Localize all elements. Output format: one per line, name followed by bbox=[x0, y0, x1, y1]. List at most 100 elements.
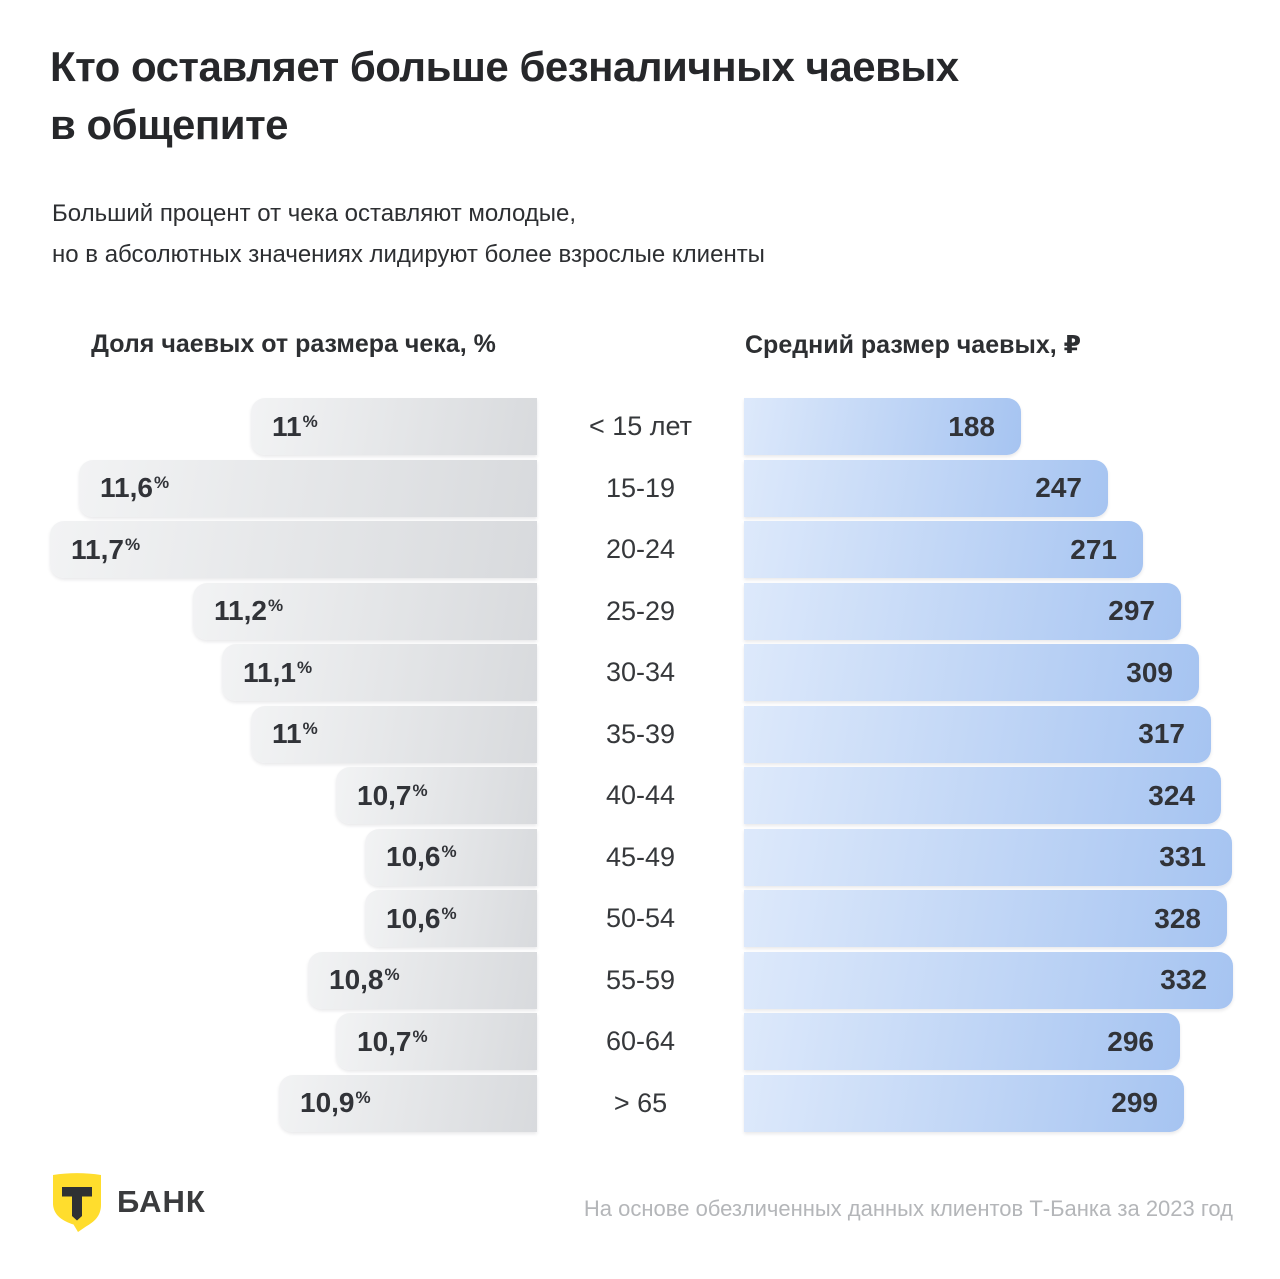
avg-tip-value: 309 bbox=[1126, 656, 1173, 688]
tip-share-cell: 11,1% bbox=[50, 644, 537, 701]
age-label: < 15 лет bbox=[588, 411, 693, 441]
age-label: > 65 bbox=[613, 1087, 668, 1118]
avg-tip-value: 331 bbox=[1159, 841, 1206, 872]
avg-tip-bar: 324 bbox=[744, 767, 1221, 824]
tip-share-number: 11,2 bbox=[214, 595, 267, 626]
tip-share-value: 10,7% bbox=[357, 1026, 428, 1056]
tip-share-value: 10,7% bbox=[357, 779, 428, 811]
brand-name: БАНК bbox=[117, 1184, 206, 1219]
tip-share-number: 10,6 bbox=[386, 841, 441, 872]
source-note: На основе обезличенных данных клиентов Т… bbox=[583, 1196, 1233, 1221]
age-cell: 55-59 bbox=[537, 952, 744, 1009]
avg-tip-cell: 328 bbox=[744, 890, 1233, 947]
tip-share-value: 11% bbox=[272, 410, 318, 442]
tbank-shield-icon bbox=[53, 1173, 101, 1232]
chart-row: 11,6% 15-19 247 bbox=[50, 459, 1233, 517]
tip-share-number: 11 bbox=[272, 718, 302, 749]
tip-share-bar: 10,6% bbox=[365, 828, 537, 886]
tip-share-cell: 11% bbox=[50, 398, 537, 455]
tip-share-value: 10,6% bbox=[386, 843, 457, 871]
percent-sign: % bbox=[412, 780, 428, 800]
age-label: 55-59 bbox=[605, 964, 676, 995]
avg-tip-cell: 297 bbox=[744, 582, 1233, 640]
subtitle-line-2: но в абсолютных значениях лидируют более… bbox=[52, 241, 765, 268]
avg-tip-cell: 271 bbox=[744, 521, 1233, 578]
tip-share-number: 10,8 bbox=[329, 964, 384, 995]
age-label: 25-29 bbox=[605, 595, 676, 626]
tip-share-value: 11% bbox=[272, 720, 318, 748]
avg-tip-cell: 331 bbox=[744, 828, 1233, 886]
title-line-1: Кто оставляет больше безналичных чаевых bbox=[50, 43, 959, 90]
tip-share-bar: 11,2% bbox=[193, 582, 537, 640]
tip-share-number: 10,9 bbox=[300, 1087, 355, 1118]
percent-sign: % bbox=[267, 596, 284, 615]
age-label: 50-54 bbox=[605, 903, 676, 933]
age-label: 40-44 bbox=[605, 780, 676, 810]
chart-rows: 11% < 15 лет 188 11,6% 15-19 247 11,7% 20-24 271… bbox=[50, 398, 1233, 1132]
tip-share-value: 10,8% bbox=[329, 966, 400, 994]
right-chart-title: Средний размер чаевых, ₽ bbox=[745, 331, 1082, 359]
age-label: 15-19 bbox=[605, 472, 676, 503]
age-label: 30-34 bbox=[605, 657, 676, 687]
percent-sign: % bbox=[441, 903, 457, 923]
age-label: 60-64 bbox=[605, 1026, 676, 1056]
tip-share-cell: 10,9% bbox=[50, 1074, 537, 1132]
avg-tip-bar: 271 bbox=[744, 521, 1143, 578]
age-cell: 40-44 bbox=[537, 767, 744, 824]
tip-share-cell: 10,6% bbox=[50, 890, 537, 947]
tip-share-bar: 11% bbox=[251, 398, 537, 455]
age-cell: 45-49 bbox=[537, 829, 744, 886]
avg-tip-value: 271 bbox=[1070, 533, 1117, 565]
tip-share-value: 11,2% bbox=[214, 597, 283, 625]
tip-share-bar: 10,8% bbox=[308, 951, 537, 1009]
tip-share-number: 11,1 bbox=[243, 656, 296, 688]
avg-tip-value: 328 bbox=[1154, 902, 1201, 934]
age-cell: 15-19 bbox=[537, 460, 744, 517]
tip-share-cell: 11,2% bbox=[50, 582, 537, 640]
tip-share-cell: 11,7% bbox=[50, 521, 537, 578]
tip-share-bar: 10,7% bbox=[336, 767, 537, 824]
tip-share-cell: 11% bbox=[50, 705, 537, 763]
avg-tip-value: 299 bbox=[1111, 1087, 1158, 1118]
avg-tip-value: 324 bbox=[1148, 779, 1195, 811]
age-label: 20-24 bbox=[605, 534, 676, 564]
chart-row: 11,1% 30-34 309 bbox=[50, 644, 1233, 701]
tip-share-value: 10,9% bbox=[300, 1089, 371, 1117]
avg-tip-cell: 332 bbox=[744, 951, 1233, 1009]
chart-row: 10,7% 40-44 324 bbox=[50, 767, 1233, 824]
avg-tip-value: 188 bbox=[948, 410, 995, 442]
age-cell: 25-29 bbox=[537, 583, 744, 640]
avg-tip-cell: 324 bbox=[744, 767, 1233, 824]
tip-share-bar: 10,7% bbox=[336, 1013, 537, 1070]
chart-row: 10,8% 55-59 332 bbox=[50, 951, 1233, 1009]
tip-share-bar: 11% bbox=[251, 705, 537, 763]
age-cell: 20-24 bbox=[537, 521, 744, 578]
avg-tip-cell: 296 bbox=[744, 1013, 1233, 1070]
age-cell: 60-64 bbox=[537, 1013, 744, 1070]
age-cell: 35-39 bbox=[537, 706, 744, 763]
avg-tip-bar: 332 bbox=[744, 951, 1233, 1009]
tip-share-bar: 10,6% bbox=[365, 890, 537, 947]
tip-share-cell: 11,6% bbox=[50, 459, 537, 517]
tip-share-number: 11 bbox=[272, 410, 302, 442]
avg-tip-bar: 309 bbox=[744, 644, 1199, 701]
avg-tip-bar: 317 bbox=[744, 705, 1211, 763]
tip-share-number: 10,7 bbox=[357, 779, 412, 811]
avg-tip-bar: 297 bbox=[744, 582, 1181, 640]
percent-sign: % bbox=[302, 411, 318, 431]
tip-share-number: 10,6 bbox=[386, 902, 441, 934]
tip-share-value: 10,6% bbox=[386, 902, 457, 934]
avg-tip-bar: 247 bbox=[744, 459, 1108, 517]
tip-share-value: 11,6% bbox=[100, 474, 169, 502]
age-cell: < 15 лет bbox=[537, 398, 744, 455]
tip-share-cell: 10,7% bbox=[50, 1013, 537, 1070]
chart-row: 10,9% > 65 299 bbox=[50, 1074, 1233, 1132]
age-label: 35-39 bbox=[605, 718, 676, 749]
avg-tip-cell: 188 bbox=[744, 398, 1233, 455]
percent-sign: % bbox=[412, 1026, 428, 1046]
percent-sign: % bbox=[296, 657, 313, 677]
tip-share-value: 11,1% bbox=[243, 656, 313, 688]
subtitle: Больший процент от чека оставляют молоды… bbox=[52, 193, 1152, 275]
age-cell: 30-34 bbox=[537, 644, 744, 701]
chart-row: 11,7% 20-24 271 bbox=[50, 521, 1233, 578]
